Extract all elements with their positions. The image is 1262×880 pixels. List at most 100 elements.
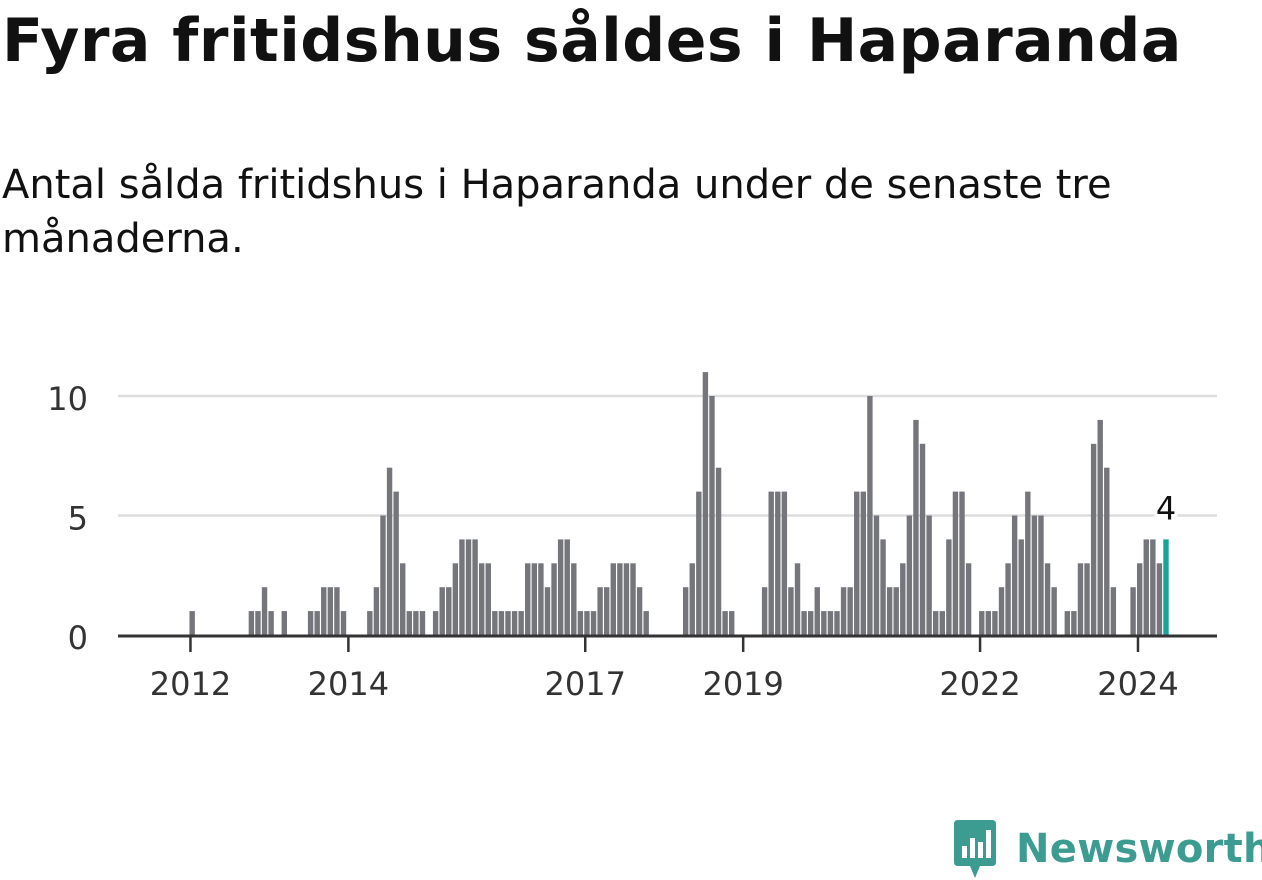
bar bbox=[992, 611, 998, 635]
bar bbox=[1097, 419, 1103, 635]
y-tick-label: 10 bbox=[47, 380, 88, 418]
bar bbox=[1150, 539, 1156, 635]
bar bbox=[1104, 467, 1110, 635]
bar bbox=[590, 611, 597, 635]
bar bbox=[689, 563, 695, 635]
bar bbox=[413, 611, 419, 635]
bars bbox=[189, 372, 1169, 635]
bar bbox=[900, 563, 906, 635]
bar bbox=[1136, 563, 1143, 635]
bar bbox=[873, 515, 880, 635]
bar bbox=[465, 539, 472, 635]
bar bbox=[281, 611, 287, 635]
bar bbox=[314, 611, 320, 635]
bar bbox=[1090, 443, 1097, 635]
bar bbox=[643, 611, 649, 635]
newsworthy-logo-icon bbox=[954, 820, 996, 878]
bar bbox=[959, 491, 965, 635]
bar bbox=[860, 491, 867, 635]
bar bbox=[840, 587, 847, 635]
bar bbox=[913, 419, 919, 635]
chart-title: Fyra fritidshus såldes i Haparanda bbox=[2, 6, 1182, 76]
bar bbox=[1130, 587, 1136, 635]
bar bbox=[985, 611, 992, 635]
bar bbox=[827, 611, 834, 635]
bar bbox=[1064, 611, 1070, 635]
gridlines bbox=[118, 394, 1217, 517]
bar bbox=[1110, 587, 1117, 635]
bar bbox=[393, 491, 399, 635]
bar bbox=[788, 587, 794, 635]
bar bbox=[1077, 563, 1084, 635]
brand-name: Newsworthy bbox=[1016, 826, 1262, 872]
bar bbox=[761, 587, 768, 635]
bar bbox=[334, 587, 340, 635]
bar bbox=[261, 587, 268, 635]
bar bbox=[268, 611, 274, 635]
bar bbox=[459, 539, 465, 635]
labels: 0 5 10 2012 2014 2017 2019 2022 2024 4 bbox=[47, 380, 1179, 703]
bar bbox=[1031, 515, 1038, 635]
bar bbox=[709, 396, 715, 635]
chart-subtitle: Antal sålda fritidshus i Haparanda under… bbox=[2, 162, 1112, 262]
bar bbox=[722, 611, 728, 635]
bar bbox=[807, 611, 814, 635]
bar bbox=[1051, 587, 1057, 635]
bar bbox=[630, 563, 636, 635]
bar bbox=[432, 611, 439, 635]
bar bbox=[821, 611, 827, 635]
bar bbox=[386, 467, 393, 635]
bar bbox=[814, 587, 820, 635]
x-tick-label: 2022 bbox=[939, 665, 1020, 703]
bar bbox=[452, 563, 459, 635]
bar bbox=[1044, 563, 1051, 635]
axes bbox=[118, 634, 1217, 652]
x-tick-label: 2017 bbox=[545, 665, 626, 703]
bar bbox=[531, 563, 538, 635]
bar bbox=[400, 563, 406, 635]
x-tick-label: 2012 bbox=[150, 665, 231, 703]
bar bbox=[965, 563, 972, 635]
bar bbox=[472, 539, 478, 635]
bar bbox=[946, 539, 952, 635]
bar bbox=[248, 611, 255, 635]
bar bbox=[867, 396, 873, 635]
bar bbox=[511, 611, 518, 635]
bar bbox=[610, 563, 616, 635]
bar bbox=[419, 611, 426, 635]
bar bbox=[367, 611, 373, 635]
bar bbox=[373, 587, 380, 635]
bar bbox=[768, 491, 774, 635]
bar bbox=[617, 563, 623, 635]
bar bbox=[939, 611, 945, 635]
bar bbox=[933, 611, 939, 635]
bar bbox=[584, 611, 590, 635]
x-tick-label: 2014 bbox=[308, 665, 389, 703]
newsworthy-logo: Newsworthy bbox=[950, 818, 1262, 880]
bar bbox=[597, 587, 603, 635]
bar bbox=[1143, 539, 1149, 635]
bar bbox=[380, 515, 386, 635]
bar bbox=[439, 587, 445, 635]
bar bbox=[478, 563, 485, 635]
bar bbox=[880, 539, 886, 635]
bar bbox=[498, 611, 505, 635]
bar bbox=[564, 539, 570, 635]
bar bbox=[1156, 563, 1163, 635]
bar bbox=[307, 611, 314, 635]
bar bbox=[1011, 515, 1018, 635]
bar bbox=[327, 587, 334, 635]
bar bbox=[696, 491, 702, 635]
bar bbox=[505, 611, 511, 635]
bar bbox=[321, 587, 327, 635]
bar bbox=[834, 611, 840, 635]
bar bbox=[1071, 611, 1077, 635]
bar bbox=[919, 443, 926, 635]
bar bbox=[255, 611, 261, 635]
bar bbox=[1018, 539, 1024, 635]
bar bbox=[801, 611, 807, 635]
bar bbox=[623, 563, 630, 635]
bar bbox=[1084, 563, 1090, 635]
bar bbox=[702, 372, 709, 635]
